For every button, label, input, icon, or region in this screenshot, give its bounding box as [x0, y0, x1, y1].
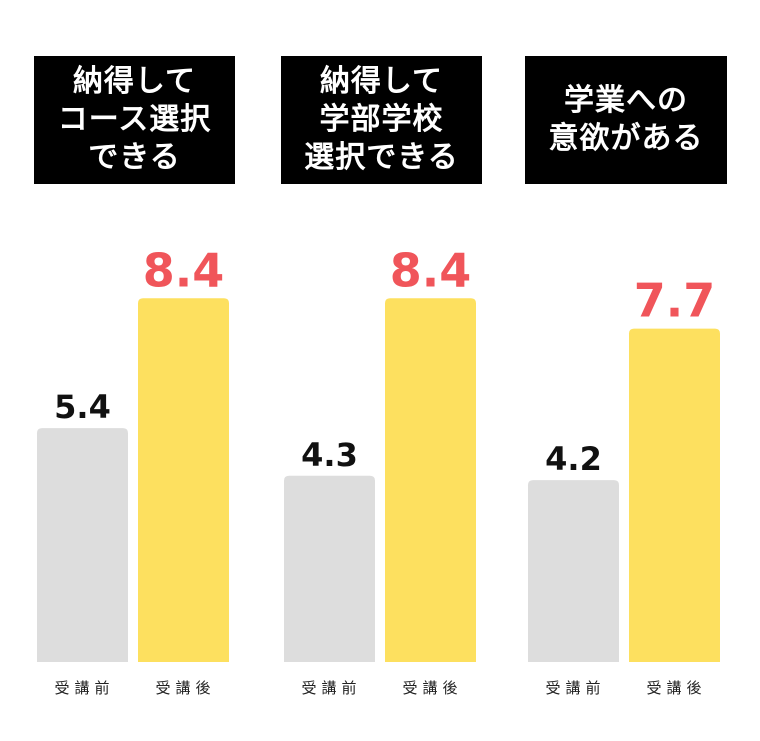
chart-panel-2: 納得して 学部学校 選択できる 4.3 受講前 8.4 受講後	[281, 0, 521, 741]
chart-panel-1: 納得して コース選択 できる 5.4 受講前 8.4 受講後	[34, 0, 274, 741]
panel-title-box: 学業への 意欲がある	[525, 56, 727, 184]
value-label-before: 5.4	[54, 388, 111, 426]
value-label-after: 8.4	[390, 243, 472, 297]
value-label-after: 8.4	[143, 243, 225, 297]
bar-after	[385, 298, 476, 662]
bar-chart: 5.4 受講前 8.4 受講後	[37, 243, 229, 697]
panel-title-box: 納得して 学部学校 選択できる	[281, 56, 482, 184]
category-label-before: 受講前	[545, 679, 605, 697]
value-label-after: 7.7	[634, 274, 716, 328]
bar-before	[37, 428, 128, 662]
bar-after	[138, 298, 229, 662]
chart-panel-3: 学業への 意欲がある 4.2 受講前 7.7 受講後	[525, 0, 760, 741]
value-label-before: 4.2	[545, 440, 602, 478]
value-label-before: 4.3	[301, 436, 358, 474]
bar-before	[284, 475, 375, 662]
panel-title: 納得して コース選択 できる	[57, 64, 212, 175]
panel-title: 学業への 意欲がある	[548, 83, 704, 156]
panel-title: 納得して 学部学校 選択できる	[304, 64, 459, 175]
category-label-after: 受講後	[402, 679, 462, 697]
bar-chart: 4.2 受講前 7.7 受講後	[528, 274, 720, 697]
bar-after	[629, 328, 720, 662]
category-label-after: 受講後	[155, 679, 215, 697]
category-label-before: 受講前	[301, 679, 361, 697]
bar-before	[528, 480, 619, 662]
category-label-after: 受講後	[646, 679, 706, 697]
category-label-before: 受講前	[54, 679, 114, 697]
panel-title-box: 納得して コース選択 できる	[34, 56, 235, 184]
bar-chart: 4.3 受講前 8.4 受講後	[284, 243, 476, 697]
